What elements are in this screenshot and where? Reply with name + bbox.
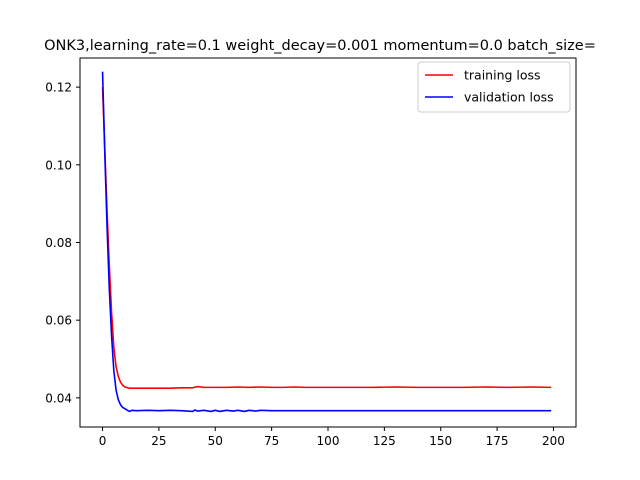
x-tick-label: 75 [264, 434, 279, 448]
x-tick-label: 200 [542, 434, 565, 448]
legend: training loss validation loss [417, 61, 571, 113]
x-tick-label: 0 [99, 434, 107, 448]
legend-label-training-loss: training loss [464, 68, 541, 83]
x-tick-label: 125 [373, 434, 396, 448]
plot-frame [79, 57, 577, 428]
x-tick-label: 100 [317, 434, 340, 448]
series-layer [101, 71, 552, 413]
x-axis: 0 25 50 75 100 125 150 175 200 [99, 427, 565, 448]
x-tick-label: 25 [151, 434, 166, 448]
y-tick-label: 0.06 [45, 314, 72, 328]
legend-box [417, 61, 571, 113]
series-line-training-loss [101, 87, 552, 389]
legend-label-validation-loss: validation loss [464, 90, 554, 105]
x-tick-label: 150 [429, 434, 452, 448]
x-tick-label: 175 [486, 434, 509, 448]
y-tick-label: 0.10 [45, 158, 72, 172]
y-tick-label: 0.08 [45, 236, 72, 250]
x-tick-label: 50 [208, 434, 223, 448]
y-axis: 0.04 0.06 0.08 0.10 0.12 [45, 81, 80, 405]
y-tick-label: 0.12 [45, 81, 72, 95]
y-tick-label: 0.04 [45, 391, 72, 405]
series-line-validation-loss [101, 71, 552, 413]
chart-title: ONK3,learning_rate=0.1 weight_decay=0.00… [44, 38, 596, 54]
